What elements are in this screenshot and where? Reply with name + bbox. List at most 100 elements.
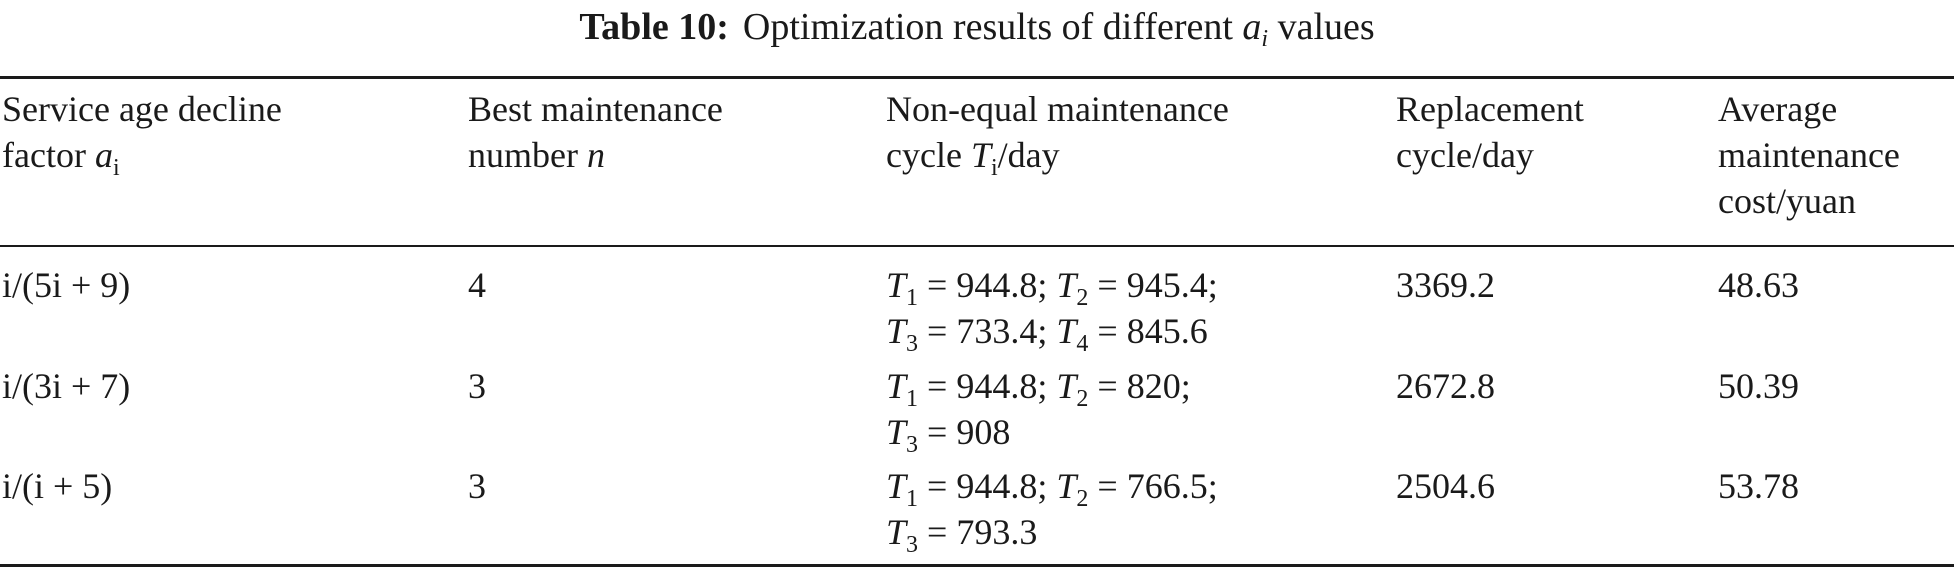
header-factor-line1: Service age decline <box>2 89 282 129</box>
header-factor-var: a <box>94 135 113 175</box>
row-2-number: 3 <box>468 366 486 406</box>
header-factor: Service age decline factor ai <box>2 86 282 181</box>
row-1-cycles-line1: T1 = 944.8; T2 = 945.4; <box>886 262 1218 311</box>
separator: ; <box>1207 466 1218 506</box>
separator: ; <box>1037 466 1048 506</box>
separator: ; <box>1180 366 1191 406</box>
eq-sign: = <box>918 412 957 452</box>
header-rule <box>0 245 1954 247</box>
row-1-cycles: T1 = 944.8; T2 = 945.4; T3 = 733.4; T4 =… <box>886 262 1218 357</box>
header-number-var: n <box>586 135 605 175</box>
row-3-replacement: 2504.6 <box>1396 466 1495 506</box>
row-3-cycles-line1: T1 = 944.8; T2 = 766.5; <box>886 463 1218 512</box>
header-replacement-line2: cycle/day <box>1396 135 1534 175</box>
header-cost-line3: cost/yuan <box>1718 181 1856 221</box>
t-subscript: 2 <box>1076 486 1089 512</box>
eq-sign: = <box>1088 265 1127 305</box>
eq-sign: = <box>1088 311 1127 351</box>
header-cycle: Non-equal maintenance cycle Ti/day <box>886 86 1229 181</box>
t-symbol: T <box>886 366 907 406</box>
header-number: Best maintenance number n <box>468 86 723 178</box>
t-subscript: 1 <box>906 486 919 512</box>
row-3-cycles: T1 = 944.8; T2 = 766.5; T3 = 793.3 <box>886 463 1218 558</box>
cycle-value: 944.8 <box>956 265 1038 305</box>
separator: ; <box>1037 311 1048 351</box>
header-factor-line2: factor ai <box>2 132 282 181</box>
t-symbol: T <box>1056 466 1077 506</box>
header-cycle-line2: cycle Ti/day <box>886 132 1229 181</box>
header-number-line1: Best maintenance <box>468 89 723 129</box>
header-number-word: number <box>468 135 578 175</box>
row-2-cycles-line1: T1 = 944.8; T2 = 820; <box>886 363 1191 412</box>
t-subscript: 3 <box>906 331 919 357</box>
t-subscript: 2 <box>1076 386 1089 412</box>
separator: ; <box>1207 265 1218 305</box>
header-factor-word: factor <box>2 135 86 175</box>
eq-sign: = <box>918 512 957 552</box>
cycle-value: 733.4 <box>956 311 1038 351</box>
header-cycle-var: T <box>970 135 991 175</box>
eq-sign: = <box>918 311 957 351</box>
row-1-replacement: 3369.2 <box>1396 265 1495 305</box>
eq-sign: = <box>918 366 957 406</box>
header-cost: Average maintenance cost/yuan <box>1718 86 1900 224</box>
bottom-rule <box>0 564 1954 567</box>
cycle-value: 908 <box>956 412 1011 452</box>
header-cost-line1: Average <box>1718 89 1838 129</box>
row-1-cycles-line2: T3 = 733.4; T4 = 845.6 <box>886 308 1218 357</box>
t-symbol: T <box>886 412 907 452</box>
caption-text: Optimization results of different <box>742 6 1233 48</box>
row-3-cycles-line2: T3 = 793.3 <box>886 509 1218 558</box>
table-caption: Table 10: Optimization results of differe… <box>0 2 1954 52</box>
row-1-factor: i/(5i + 9) <box>2 265 131 305</box>
top-rule <box>0 76 1954 79</box>
header-number-line2: number n <box>468 132 723 178</box>
t-subscript: 3 <box>906 532 919 558</box>
row-2-factor: i/(3i + 7) <box>2 366 131 406</box>
caption-var: a <box>1242 6 1262 48</box>
t-subscript: 3 <box>906 432 919 458</box>
cycle-value: 944.8 <box>956 466 1038 506</box>
row-2-cycles-line2: T3 = 908 <box>886 409 1191 458</box>
header-factor-sub: i <box>112 155 120 181</box>
t-symbol: T <box>1056 265 1077 305</box>
header-replacement-line1: Replacement <box>1396 89 1584 129</box>
table-label: Table 10: <box>579 6 729 48</box>
eq-sign: = <box>918 265 957 305</box>
t-subscript: 1 <box>906 386 919 412</box>
row-3-number: 3 <box>468 466 486 506</box>
row-2-replacement: 2672.8 <box>1396 366 1495 406</box>
header-cycle-word: cycle <box>886 135 962 175</box>
header-cycle-line1: Non-equal maintenance <box>886 89 1229 129</box>
cycle-value: 766.5 <box>1126 466 1208 506</box>
cycle-value: 945.4 <box>1126 265 1208 305</box>
caption-var-sub: i <box>1261 26 1269 52</box>
row-2-cycles: T1 = 944.8; T2 = 820; T3 = 908 <box>886 363 1191 458</box>
t-symbol: T <box>886 265 907 305</box>
row-1-cost: 48.63 <box>1718 265 1799 305</box>
cycle-value: 944.8 <box>956 366 1038 406</box>
row-3-cost: 53.78 <box>1718 466 1799 506</box>
row-2-cost: 50.39 <box>1718 366 1799 406</box>
separator: ; <box>1037 366 1048 406</box>
cycle-value: 793.3 <box>956 512 1038 552</box>
cycle-value: 845.6 <box>1126 311 1208 351</box>
t-symbol: T <box>886 512 907 552</box>
header-cost-line2: maintenance <box>1718 135 1900 175</box>
cycle-value: 820 <box>1126 366 1181 406</box>
eq-sign: = <box>1088 466 1127 506</box>
header-cycle-unit: /day <box>997 135 1060 175</box>
t-subscript: 1 <box>906 285 919 311</box>
t-subscript: 4 <box>1076 331 1089 357</box>
header-cycle-sub: i <box>990 155 998 181</box>
row-3-factor: i/(i + 5) <box>2 466 113 506</box>
eq-sign: = <box>918 466 957 506</box>
t-symbol: T <box>1056 366 1077 406</box>
t-symbol: T <box>886 466 907 506</box>
separator: ; <box>1037 265 1048 305</box>
t-symbol: T <box>1056 311 1077 351</box>
t-subscript: 2 <box>1076 285 1089 311</box>
eq-sign: = <box>1088 366 1127 406</box>
header-replacement: Replacement cycle/day <box>1396 86 1584 178</box>
row-1-number: 4 <box>468 265 486 305</box>
